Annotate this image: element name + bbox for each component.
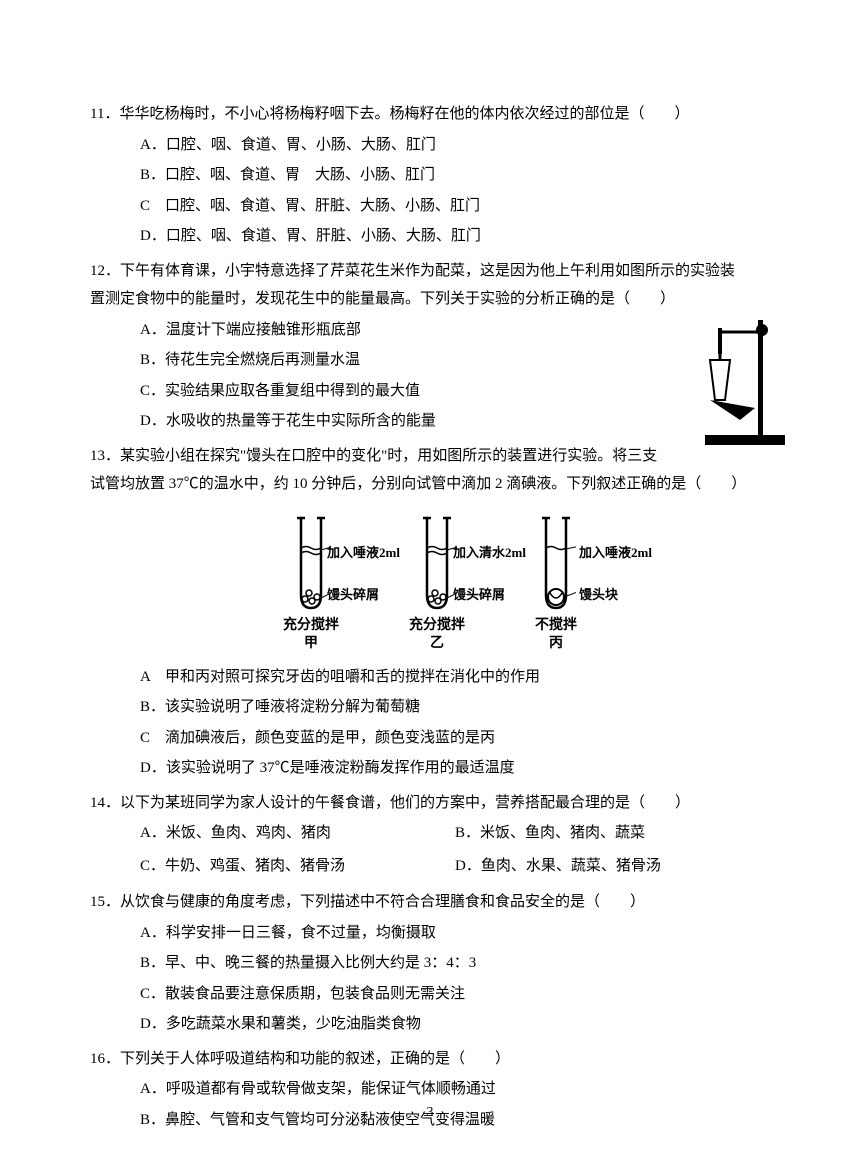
q15-stem: 15．从饮食与健康的角度考虑，下列描述中不符合合理膳食和食品安全的是（ ） — [90, 888, 770, 917]
q11-option-c: C 口腔、咽、食道、胃、肝脏、大肠、小肠、肛门 — [140, 192, 770, 221]
q15-option-d: D．多吃蔬菜水果和薯类，少吃油脂类食物 — [140, 1010, 770, 1039]
q12-stem-1: 12．下午有体育课，小宇特意选择了芹菜花生米作为配菜，这是因为他上午利用如图所示… — [90, 257, 770, 286]
q16-option-a: A．呼吸道都有骨或软骨做支架，能保证气体顺畅通过 — [140, 1075, 770, 1104]
q13-stem-2: 试管均放置 37℃的温水中，约 10 分钟后，分别向试管中滴加 2 滴碘液。下列… — [90, 470, 770, 499]
q15-option-a: A．科学安排一日三餐，食不过量，均衡摄取 — [140, 919, 770, 948]
q11-option-b: B．口腔、咽、食道、胃 大肠、小肠、肛门 — [140, 161, 770, 190]
q15-option-b: B．早、中、晚三餐的热量摄入比例大约是 3：4：3 — [140, 949, 770, 978]
apparatus-diagram — [700, 300, 800, 450]
tube1-caption: 充分搅拌 甲 — [283, 617, 339, 653]
page-number: 3 — [427, 1100, 434, 1127]
tube3-label-bot: 馒头块 — [579, 583, 618, 608]
q15-options: A．科学安排一日三餐，食不过量，均衡摄取 B．早、中、晚三餐的热量摄入比例大约是… — [90, 919, 770, 1039]
q14-stem: 14．以下为某班同学为家人设计的午餐食谱，他们的方案中，营养搭配最合理的是（ ） — [90, 789, 770, 818]
q13-options: A 甲和丙对照可探究牙齿的咀嚼和舌的搅拌在消化中的作用 B．该实验说明了唾液将淀… — [90, 663, 770, 783]
tube2-label-bot: 馒头碎屑 — [453, 583, 505, 608]
q14-option-c: C．牛奶、鸡蛋、猪肉、猪骨汤 — [140, 852, 455, 881]
tube1-label-bot: 馒头碎屑 — [327, 583, 379, 608]
q14-option-b: B．米饭、鱼肉、猪肉、蔬菜 — [455, 819, 770, 848]
question-11: 11．华华吃杨梅时，不小心将杨梅籽咽下去。杨梅籽在他的体内依次经过的部位是（ ）… — [90, 100, 770, 251]
q11-options: A．口腔、咽、食道、胃、小肠、大肠、肛门 B．口腔、咽、食道、胃 大肠、小肠、肛… — [90, 131, 770, 251]
q14-option-d: D．鱼肉、水果、蔬菜、猪骨汤 — [455, 852, 770, 881]
q12-stem-2: 置测定食物中的能量时，发现花生中的能量最高。下列关于实验的分析正确的是（ ） — [90, 285, 770, 314]
question-14: 14．以下为某班同学为家人设计的午餐食谱，他们的方案中，营养搭配最合理的是（ ）… — [90, 789, 770, 883]
question-13: 13．某实验小组在探究"馒头在口腔中的变化"时，用如图所示的装置进行实验。将三支… — [90, 442, 770, 783]
q13-stem-1: 13．某实验小组在探究"馒头在口腔中的变化"时，用如图所示的装置进行实验。将三支 — [90, 442, 770, 471]
test-tube-bing: 加入唾液2ml 馒头块 不搅拌 丙 — [535, 513, 577, 653]
tube2-label-top: 加入清水2ml — [453, 541, 526, 566]
question-12: 12．下午有体育课，小宇特意选择了芹菜花生米作为配菜，这是因为他上午利用如图所示… — [90, 257, 770, 436]
q11-stem: 11．华华吃杨梅时，不小心将杨梅籽咽下去。杨梅籽在他的体内依次经过的部位是（ ） — [90, 100, 770, 129]
q14-option-a: A．米饭、鱼肉、鸡肉、猪肉 — [140, 819, 455, 848]
q16-stem: 16．下列关于人体呼吸道结构和功能的叙述，正确的是（ ） — [90, 1045, 770, 1074]
tube3-caption: 不搅拌 丙 — [535, 617, 577, 653]
q12-option-d: D．水吸收的热量等于花生中实际所含的能量 — [140, 407, 770, 436]
tube3-label-top: 加入唾液2ml — [579, 541, 652, 566]
test-tubes-diagram: 加入唾液2ml 馒头碎屑 充分搅拌 甲 加入清水2ml 馒头碎屑 — [90, 513, 770, 653]
q13-option-b: B．该实验说明了唾液将淀粉分解为葡萄糖 — [140, 693, 770, 722]
q12-option-c: C．实验结果应取各重复组中得到的最大值 — [140, 377, 770, 406]
q13-option-d: D．该实验说明了 37℃是唾液淀粉酶发挥作用的最适温度 — [140, 754, 770, 783]
test-tube-yi: 加入清水2ml 馒头碎屑 充分搅拌 乙 — [409, 513, 465, 653]
q14-options: A．米饭、鱼肉、鸡肉、猪肉 B．米饭、鱼肉、猪肉、蔬菜 C．牛奶、鸡蛋、猪肉、猪… — [90, 817, 770, 882]
q13-option-a: A 甲和丙对照可探究牙齿的咀嚼和舌的搅拌在消化中的作用 — [140, 663, 770, 692]
q15-option-c: C．散装食品要注意保质期，包装食品则无需关注 — [140, 980, 770, 1009]
q13-option-c: C 滴加碘液后，颜色变蓝的是甲，颜色变浅蓝的是丙 — [140, 724, 770, 753]
question-15: 15．从饮食与健康的角度考虑，下列描述中不符合合理膳食和食品安全的是（ ） A．… — [90, 888, 770, 1039]
q16-option-b: B．鼻腔、气管和支气管均可分泌黏液使空气变得温暖 — [140, 1106, 770, 1135]
q12-option-a: A．温度计下端应接触锥形瓶底部 — [140, 316, 770, 345]
tube2-caption: 充分搅拌 乙 — [409, 617, 465, 653]
q11-option-d: D．口腔、咽、食道、胃、肝脏、小肠、大肠、肛门 — [140, 222, 770, 251]
q12-option-b: B．待花生完全燃烧后再测量水温 — [140, 346, 770, 375]
test-tube-jia: 加入唾液2ml 馒头碎屑 充分搅拌 甲 — [283, 513, 339, 653]
tube1-label-top: 加入唾液2ml — [327, 541, 400, 566]
q12-options: A．温度计下端应接触锥形瓶底部 B．待花生完全燃烧后再测量水温 C．实验结果应取… — [90, 316, 770, 436]
q11-option-a: A．口腔、咽、食道、胃、小肠、大肠、肛门 — [140, 131, 770, 160]
